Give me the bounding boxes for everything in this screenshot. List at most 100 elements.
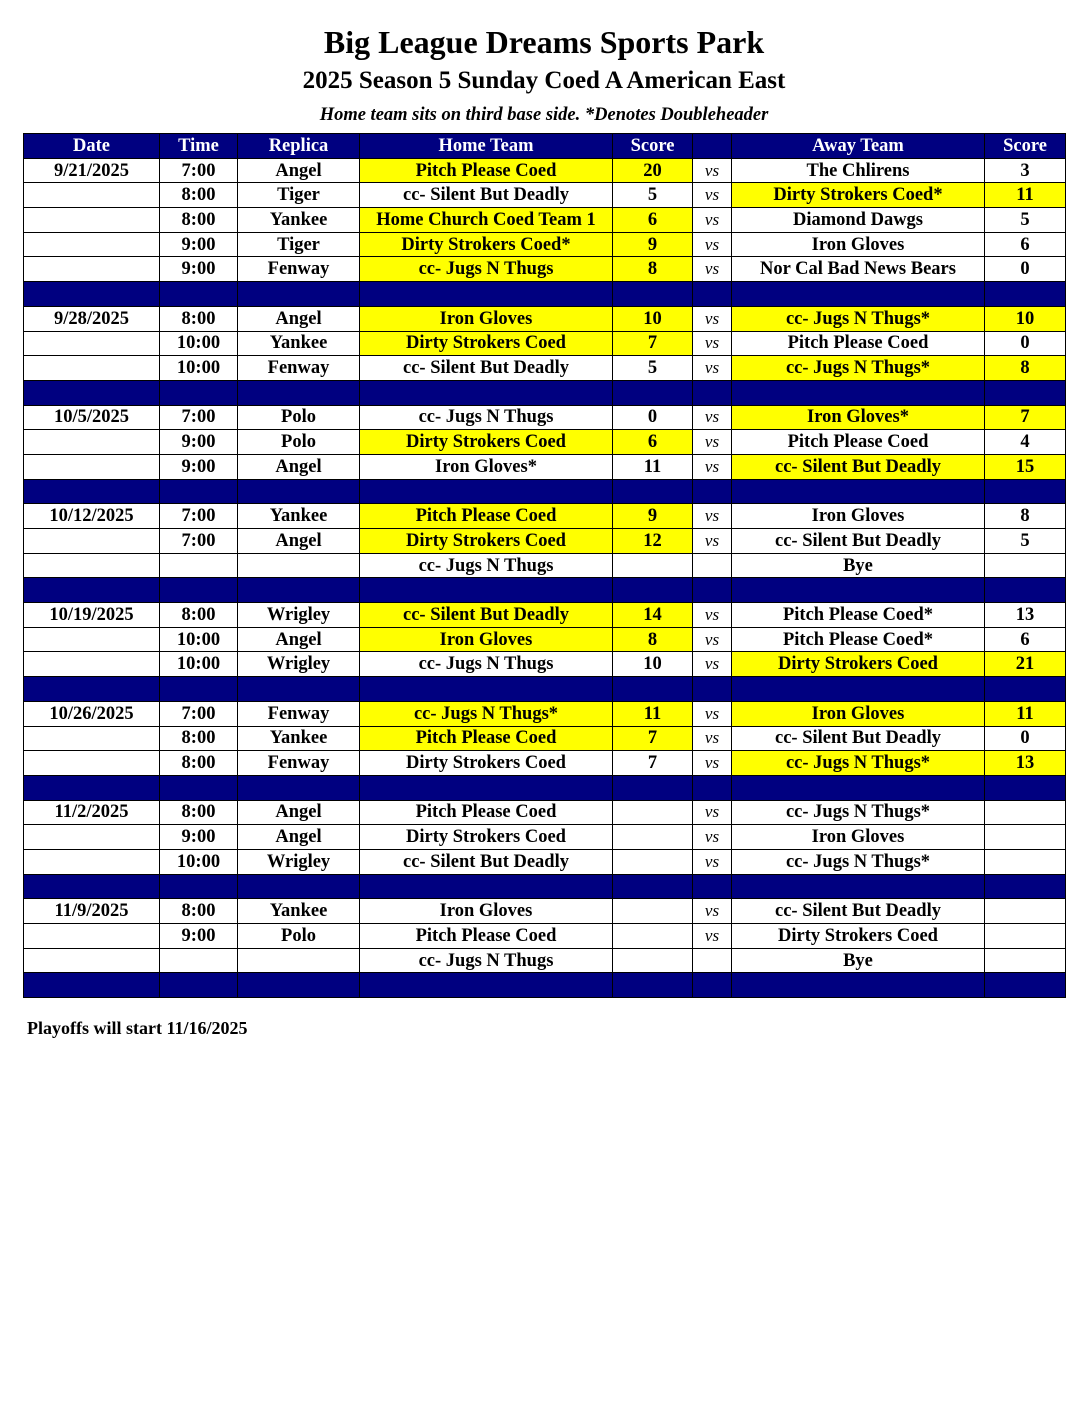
time-cell: 9:00: [159, 824, 238, 850]
separator-cell: [237, 478, 360, 505]
game-row: 10:00 Angel Iron Gloves 8 vs Pitch Please Coe…: [23, 626, 1066, 653]
game-row: cc- Jugs N Thugs Bye: [23, 947, 1066, 974]
separator-cell: [159, 281, 238, 307]
game-row: 10/19/2025 8:00 Wrigley cc- Silent But Dead…: [23, 602, 1066, 628]
separator-cell: [23, 972, 160, 999]
away-team-cell: The Chlirens: [731, 157, 985, 184]
time-cell: 8:00: [159, 207, 238, 233]
separator-cell: [359, 379, 613, 406]
replica-cell: Angel: [237, 799, 360, 826]
separator-cell: [159, 478, 238, 505]
replica-cell: Yankee: [237, 207, 360, 233]
home-score-cell: 10: [612, 651, 693, 678]
separator-cell: [237, 676, 360, 702]
date-cell: [23, 429, 160, 455]
away-team-cell: Iron Gloves: [731, 700, 985, 727]
time-cell: 7:00: [159, 700, 238, 727]
replica-cell: Angel: [237, 453, 360, 480]
replica-cell: Wrigley: [237, 651, 360, 678]
home-team-cell: Iron Gloves: [359, 626, 613, 653]
home-team-cell: cc- Jugs N Thugs: [359, 552, 613, 579]
time-cell: 9:00: [159, 231, 238, 258]
home-score-cell: 14: [612, 602, 693, 628]
home-score-cell: 7: [612, 330, 693, 357]
vs-cell: vs: [692, 923, 732, 949]
date-cell: 10/26/2025: [23, 700, 160, 727]
time-cell: [159, 947, 238, 974]
separator-cell: [731, 281, 985, 307]
game-row: 8:00 Tiger cc- Silent But Deadly 5 vs Dirty S…: [23, 182, 1066, 209]
vs-cell: vs: [692, 182, 732, 209]
home-score-cell: [612, 898, 693, 924]
away-team-cell: cc- Silent But Deadly: [731, 898, 985, 924]
home-score-cell: 11: [612, 453, 693, 480]
date-cell: 10/19/2025: [23, 602, 160, 628]
vs-cell: vs: [692, 429, 732, 455]
home-score-cell: [612, 923, 693, 949]
home-score-cell: 9: [612, 231, 693, 258]
replica-cell: [237, 552, 360, 579]
vs-cell: vs: [692, 503, 732, 529]
time-cell: 10:00: [159, 355, 238, 381]
date-cell: [23, 750, 160, 776]
game-row: 10/26/2025 7:00 Fenway cc- Jugs N Thugs* 11 v…: [23, 700, 1066, 727]
game-row: 8:00 Fenway Dirty Strokers Coed 7 vs cc- Jugs…: [23, 750, 1066, 776]
away-team-cell: cc- Silent But Deadly: [731, 453, 985, 480]
vs-cell: vs: [692, 404, 732, 431]
away-team-cell: Bye: [731, 947, 985, 974]
away-score-cell: 10: [984, 305, 1066, 332]
separator-cell: [237, 972, 360, 999]
separator-cell: [237, 577, 360, 604]
replica-cell: Yankee: [237, 898, 360, 924]
date-cell: [23, 453, 160, 480]
game-row: 9:00 Angel Iron Gloves* 11 vs cc- Silent But …: [23, 453, 1066, 480]
separator-cell: [359, 873, 613, 900]
time-cell: 10:00: [159, 626, 238, 653]
away-score-cell: 8: [984, 355, 1066, 381]
week-separator-row: [23, 478, 1066, 505]
home-score-cell: 10: [612, 305, 693, 332]
replica-cell: [237, 947, 360, 974]
away-score-cell: 4: [984, 429, 1066, 455]
home-score-cell: 7: [612, 725, 693, 752]
vs-cell: vs: [692, 848, 732, 875]
replica-cell: Angel: [237, 824, 360, 850]
time-cell: 8:00: [159, 898, 238, 924]
home-team-cell: cc- Jugs N Thugs: [359, 256, 613, 283]
date-cell: [23, 552, 160, 579]
separator-cell: [159, 774, 238, 801]
separator-cell: [692, 478, 732, 505]
away-score-cell: [984, 552, 1066, 579]
separator-cell: [159, 379, 238, 406]
away-team-cell: Iron Gloves: [731, 503, 985, 529]
game-row: 9/28/2025 8:00 Angel Iron Gloves 10 vs cc- Jug…: [23, 305, 1066, 332]
vs-cell: vs: [692, 207, 732, 233]
game-row: 10:00 Fenway cc- Silent But Deadly 5 vs cc- J…: [23, 355, 1066, 381]
away-score-cell: [984, 848, 1066, 875]
replica-cell: Angel: [237, 626, 360, 653]
away-score-cell: [984, 923, 1066, 949]
home-score-cell: 12: [612, 528, 693, 554]
replica-cell: Polo: [237, 429, 360, 455]
home-score-cell: [612, 824, 693, 850]
away-team-cell: Pitch Please Coed*: [731, 602, 985, 628]
vs-cell: vs: [692, 231, 732, 258]
week-separator-row: [23, 281, 1066, 307]
separator-cell: [612, 972, 693, 999]
game-row: 8:00 Yankee Pitch Please Coed 7 vs cc- Silent…: [23, 725, 1066, 752]
home-score-cell: 6: [612, 429, 693, 455]
separator-cell: [359, 478, 613, 505]
away-team-cell: Bye: [731, 552, 985, 579]
separator-cell: [731, 478, 985, 505]
time-cell: 7:00: [159, 404, 238, 431]
home-team-cell: Pitch Please Coed: [359, 799, 613, 826]
time-cell: 8:00: [159, 182, 238, 209]
replica-cell: Wrigley: [237, 602, 360, 628]
away-score-cell: 5: [984, 207, 1066, 233]
home-score-cell: [612, 848, 693, 875]
home-score-cell: 9: [612, 503, 693, 529]
home-team-cell: Pitch Please Coed: [359, 725, 613, 752]
vs-cell: [692, 552, 732, 579]
separator-cell: [692, 972, 732, 999]
replica-cell: Fenway: [237, 750, 360, 776]
